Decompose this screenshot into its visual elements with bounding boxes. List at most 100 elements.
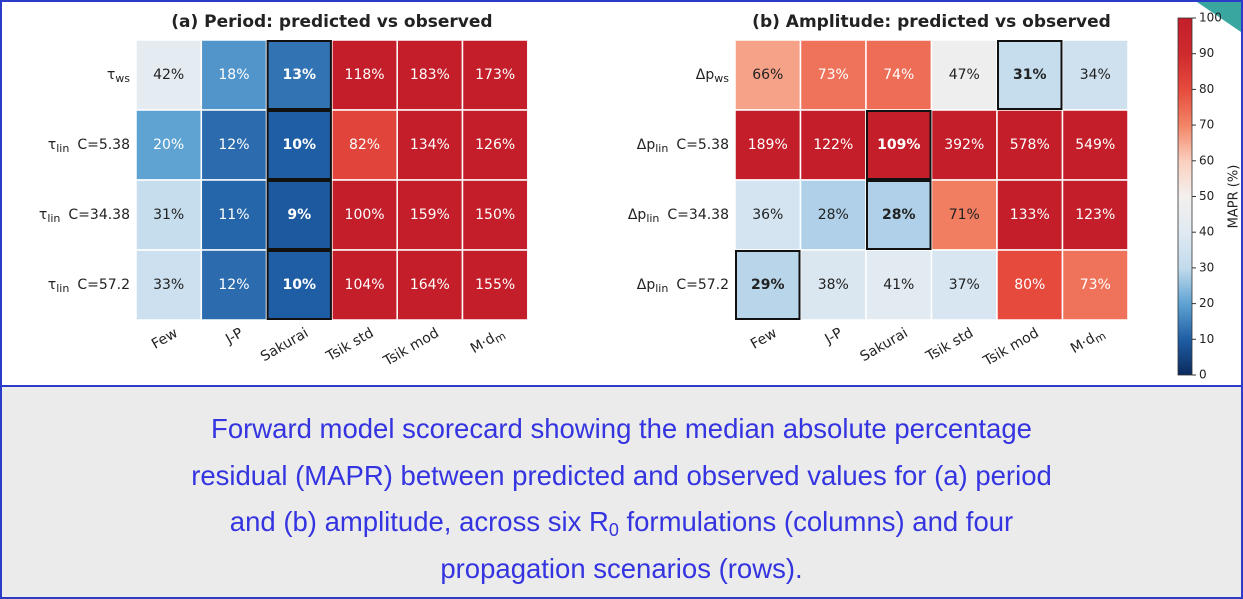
cell bbox=[135, 249, 203, 321]
row-label-extra: C=34.38 bbox=[68, 207, 130, 223]
cell-label: 29% bbox=[751, 277, 785, 293]
colorbar-tick-label: 80 bbox=[1199, 82, 1214, 96]
cell bbox=[1061, 109, 1129, 181]
cell bbox=[461, 179, 529, 251]
cell-label: 10% bbox=[282, 277, 316, 293]
cell-label: 100% bbox=[345, 207, 385, 223]
cell-label: 155% bbox=[475, 277, 515, 293]
row-label: Δplin C=5.38 bbox=[637, 137, 729, 155]
row-label-sub: lin bbox=[56, 282, 69, 295]
cell-label: 134% bbox=[410, 137, 450, 153]
colorbar bbox=[1177, 17, 1193, 376]
cell bbox=[1061, 249, 1129, 321]
cell-label: 36% bbox=[752, 207, 783, 223]
cell-label: 10% bbox=[282, 137, 316, 153]
highlight-box bbox=[997, 40, 1063, 110]
row-label-extra: C=34.38 bbox=[667, 207, 729, 223]
caption: Forward model scorecard showing the medi… bbox=[2, 385, 1241, 597]
cell bbox=[265, 109, 333, 181]
row-label: Δplin C=34.38 bbox=[628, 207, 729, 225]
cell-label: 47% bbox=[949, 67, 980, 83]
cell-label: 11% bbox=[218, 207, 249, 223]
highlight-box bbox=[266, 180, 332, 250]
row-label-sub: ws bbox=[115, 72, 130, 85]
row-label-sub: lin bbox=[646, 212, 659, 225]
colorbar-tick-label: 10 bbox=[1199, 332, 1214, 346]
cell bbox=[265, 179, 333, 251]
cell bbox=[799, 109, 867, 181]
row-label-base: Δp bbox=[696, 67, 715, 83]
column-label: M·dm bbox=[1068, 325, 1108, 359]
chart-title: (a) Period: predicted vs observed bbox=[171, 12, 492, 32]
cell bbox=[930, 249, 998, 321]
cell-label: 122% bbox=[813, 137, 853, 153]
cell bbox=[396, 109, 464, 181]
cell-label: 73% bbox=[818, 67, 849, 83]
cell-label: 34% bbox=[1080, 67, 1111, 83]
colorbar-tick-label: 0 bbox=[1199, 368, 1207, 382]
column-label-base: Few bbox=[149, 325, 181, 353]
column-label: Sakurai bbox=[858, 325, 911, 365]
row-label: τws bbox=[107, 67, 130, 85]
cell bbox=[200, 179, 268, 251]
cell bbox=[200, 249, 268, 321]
row-label: τlin C=34.38 bbox=[39, 207, 130, 225]
row-label-extra: C=57.2 bbox=[676, 277, 729, 293]
row-label: τlin C=5.38 bbox=[48, 137, 130, 155]
cell-label: 13% bbox=[282, 67, 316, 83]
cell-label: 549% bbox=[1075, 137, 1115, 153]
column-label: Tsik mod bbox=[380, 325, 442, 370]
highlight-box bbox=[866, 180, 932, 250]
caption-text: formulations (columns) and four bbox=[618, 506, 1014, 537]
cell bbox=[799, 249, 867, 321]
cell bbox=[331, 179, 398, 251]
cell-label: 159% bbox=[410, 207, 450, 223]
cell-label: 42% bbox=[153, 67, 184, 83]
column-label-base: Sakurai bbox=[258, 325, 311, 365]
cell-label: 28% bbox=[818, 207, 849, 223]
cell-label: 20% bbox=[153, 137, 184, 153]
highlight-box bbox=[266, 250, 332, 320]
row-label-sub: lin bbox=[47, 212, 60, 225]
highlight-box bbox=[735, 250, 801, 320]
cell bbox=[996, 179, 1064, 251]
cell-label: 38% bbox=[818, 277, 849, 293]
column-label-base: J-P bbox=[222, 325, 246, 348]
cell-label: 133% bbox=[1010, 207, 1050, 223]
row-label-base: τ bbox=[48, 137, 56, 153]
colorbar-tick-label: 20 bbox=[1199, 296, 1214, 310]
row-label-base: τ bbox=[48, 277, 56, 293]
row-label-sub: lin bbox=[56, 142, 69, 155]
cell-label: 104% bbox=[345, 277, 385, 293]
caption-line: residual (MAPR) between predicted and ob… bbox=[191, 459, 1052, 491]
cell-label: 66% bbox=[752, 67, 783, 83]
cell bbox=[396, 179, 464, 251]
row-label-base: Δp bbox=[637, 277, 656, 293]
row-label-sub: ws bbox=[714, 72, 729, 85]
cell-label: 12% bbox=[218, 277, 249, 293]
row-label-base: τ bbox=[107, 67, 115, 83]
cell bbox=[135, 109, 203, 181]
colorbar-tick-label: 60 bbox=[1199, 153, 1214, 167]
column-label: M·dm bbox=[468, 325, 508, 359]
colorbar-tick-label: 90 bbox=[1199, 46, 1214, 60]
row-label-extra: C=5.38 bbox=[77, 137, 130, 153]
cell-label: 126% bbox=[475, 137, 515, 153]
column-label: Few bbox=[748, 325, 780, 353]
row-label: τlin C=57.2 bbox=[48, 277, 130, 295]
cell bbox=[396, 249, 464, 321]
heatmaps: (a) Period: predicted vs observed 42% 18% 1… bbox=[39, 2, 1242, 382]
cell-label: 189% bbox=[748, 137, 788, 153]
cell-label: 18% bbox=[218, 67, 249, 83]
cell-label: 31% bbox=[153, 207, 184, 223]
column-label-base: Few bbox=[748, 325, 780, 353]
colorbar-label: MAPR (%) bbox=[1227, 165, 1242, 229]
row-label-sub: lin bbox=[655, 142, 668, 155]
cell-label: 123% bbox=[1075, 207, 1115, 223]
cell-label: 37% bbox=[949, 277, 980, 293]
cell-label: 150% bbox=[475, 207, 515, 223]
cell bbox=[930, 179, 998, 251]
column-label: J-P bbox=[822, 325, 846, 348]
cell bbox=[865, 109, 933, 181]
cell bbox=[1061, 39, 1129, 111]
